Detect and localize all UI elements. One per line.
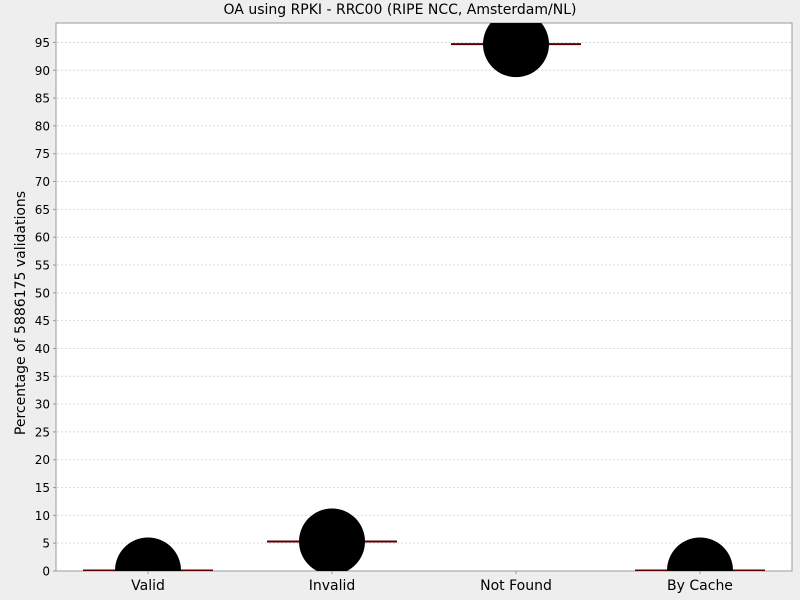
y-tick-label: 65 xyxy=(35,203,50,217)
y-tick-label: 0 xyxy=(42,565,50,579)
data-point xyxy=(667,537,733,571)
y-tick-label: 80 xyxy=(35,119,50,133)
x-category-label: Not Found xyxy=(480,578,552,594)
x-category-label: Invalid xyxy=(309,578,356,594)
y-axis-title: Percentage of 5886175 validations xyxy=(13,191,29,435)
y-tick-label: 55 xyxy=(35,259,50,273)
chart-title: OA using RPKI - RRC00 (RIPE NCC, Amsterd… xyxy=(224,2,577,18)
data-point xyxy=(299,508,365,571)
y-axis-ticks: 0 5 10 15 20 25 30 35 40 45 50 55 60 65 70 75 80 85 90 95 xyxy=(35,36,56,579)
y-tick-label: 5 xyxy=(42,537,50,551)
y-tick-label: 85 xyxy=(35,92,50,106)
y-tick-label: 25 xyxy=(35,425,50,439)
data-point xyxy=(115,537,181,571)
y-tick-label: 60 xyxy=(35,231,50,245)
y-tick-label: 15 xyxy=(35,481,50,495)
y-tick-label: 75 xyxy=(35,147,50,161)
y-tick-label: 20 xyxy=(35,453,50,467)
y-tick-label: 95 xyxy=(35,36,50,50)
x-axis-categories: Valid Invalid Not Found By Cache xyxy=(131,571,733,594)
y-tick-label: 35 xyxy=(35,370,50,384)
data-marks xyxy=(83,23,765,571)
y-tick-label: 10 xyxy=(35,509,50,523)
data-point xyxy=(483,23,549,78)
plot-area xyxy=(55,22,793,572)
y-tick-label: 45 xyxy=(35,314,50,328)
y-tick-label: 40 xyxy=(35,342,50,356)
y-tick-label: 30 xyxy=(35,398,50,412)
x-category-label: Valid xyxy=(131,578,165,594)
y-tick-label: 90 xyxy=(35,64,50,78)
x-category-label: By Cache xyxy=(667,578,733,594)
y-tick-label: 70 xyxy=(35,175,50,189)
y-tick-label: 50 xyxy=(35,286,50,300)
